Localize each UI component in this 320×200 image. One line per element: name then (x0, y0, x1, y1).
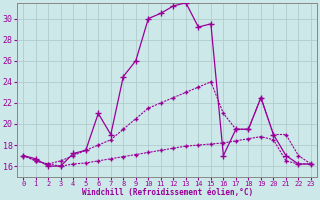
X-axis label: Windchill (Refroidissement éolien,°C): Windchill (Refroidissement éolien,°C) (82, 188, 253, 197)
